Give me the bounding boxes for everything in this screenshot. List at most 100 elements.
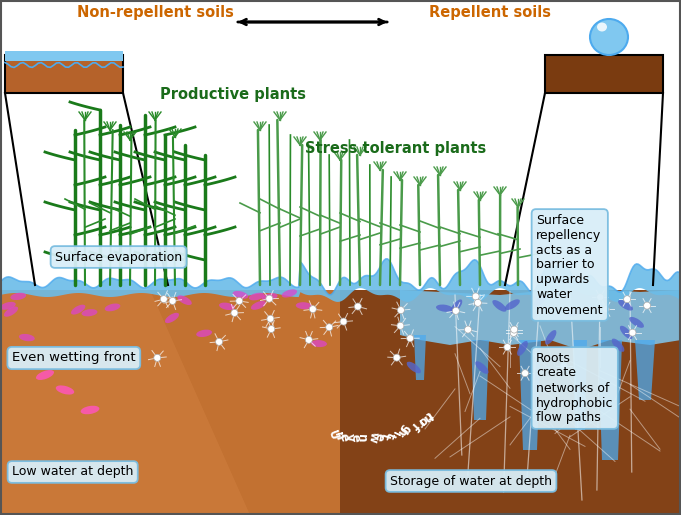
Text: Repellent soils: Repellent soils — [429, 6, 551, 21]
Ellipse shape — [19, 334, 35, 341]
Text: e: e — [349, 434, 362, 442]
Ellipse shape — [590, 19, 628, 55]
Circle shape — [624, 296, 631, 303]
Circle shape — [597, 294, 604, 301]
Ellipse shape — [517, 341, 528, 356]
Text: t: t — [377, 431, 392, 440]
Ellipse shape — [82, 309, 97, 316]
Circle shape — [160, 296, 168, 303]
Circle shape — [231, 310, 238, 316]
Circle shape — [397, 322, 404, 329]
Ellipse shape — [565, 309, 582, 317]
Text: n: n — [355, 434, 368, 442]
Ellipse shape — [407, 362, 421, 373]
Text: Surface
repellency
acts as a
barrier to
upwards
water
movement: Surface repellency acts as a barrier to … — [536, 214, 603, 317]
Circle shape — [504, 344, 511, 351]
Ellipse shape — [0, 302, 16, 310]
Text: Even wetting front: Even wetting front — [12, 352, 136, 365]
Circle shape — [216, 338, 223, 346]
Circle shape — [154, 354, 161, 362]
Circle shape — [464, 326, 471, 333]
Circle shape — [629, 329, 636, 336]
Circle shape — [511, 326, 518, 333]
Text: f: f — [408, 419, 422, 432]
Text: w: w — [366, 431, 381, 444]
Ellipse shape — [612, 338, 624, 352]
Ellipse shape — [629, 317, 644, 328]
Circle shape — [644, 302, 650, 309]
Ellipse shape — [545, 330, 556, 345]
Circle shape — [510, 330, 517, 336]
Text: t: t — [424, 407, 435, 421]
Polygon shape — [414, 335, 426, 380]
Ellipse shape — [282, 289, 297, 298]
Polygon shape — [573, 340, 587, 430]
Polygon shape — [471, 340, 489, 420]
Circle shape — [169, 297, 176, 304]
Ellipse shape — [233, 291, 249, 299]
Circle shape — [266, 295, 273, 302]
Bar — [5, 55, 123, 93]
Circle shape — [522, 370, 528, 377]
Ellipse shape — [597, 23, 607, 31]
Ellipse shape — [219, 303, 235, 310]
Ellipse shape — [296, 302, 312, 309]
Ellipse shape — [475, 361, 488, 374]
Bar — [5, 51, 123, 61]
Text: i: i — [389, 428, 402, 438]
Text: n: n — [331, 431, 346, 442]
Circle shape — [407, 335, 413, 342]
Ellipse shape — [80, 406, 99, 414]
Ellipse shape — [262, 293, 278, 301]
Text: Non-repellent soils: Non-repellent soils — [76, 6, 234, 21]
Circle shape — [393, 354, 400, 361]
Text: Productive plants: Productive plants — [160, 88, 306, 102]
Circle shape — [398, 306, 405, 314]
Circle shape — [472, 293, 479, 300]
Circle shape — [560, 363, 567, 370]
Ellipse shape — [311, 340, 327, 347]
Polygon shape — [0, 290, 250, 515]
Circle shape — [602, 306, 609, 313]
Polygon shape — [340, 290, 681, 515]
Text: Surface evaporation: Surface evaporation — [55, 250, 182, 264]
Circle shape — [475, 299, 481, 306]
Bar — [0, 290, 681, 515]
Polygon shape — [0, 259, 681, 302]
Text: g: g — [398, 422, 413, 437]
Ellipse shape — [249, 293, 264, 300]
Text: Low water at depth: Low water at depth — [12, 466, 133, 478]
Bar — [545, 55, 663, 93]
Text: U: U — [325, 428, 340, 442]
Circle shape — [305, 336, 313, 344]
Ellipse shape — [251, 301, 266, 310]
Circle shape — [354, 303, 362, 310]
Circle shape — [340, 318, 347, 325]
Polygon shape — [635, 340, 655, 400]
Ellipse shape — [533, 294, 547, 306]
Text: e: e — [337, 432, 351, 442]
Circle shape — [236, 298, 242, 304]
Text: n: n — [419, 409, 433, 425]
Ellipse shape — [196, 330, 212, 337]
Text: Storage of water at depth: Storage of water at depth — [390, 474, 552, 488]
Text: Stress tolerant plants: Stress tolerant plants — [305, 141, 486, 156]
Text: r: r — [412, 416, 426, 430]
Ellipse shape — [36, 370, 54, 380]
Ellipse shape — [4, 306, 18, 317]
Circle shape — [309, 305, 317, 313]
Ellipse shape — [620, 326, 633, 339]
Ellipse shape — [436, 304, 453, 312]
Ellipse shape — [10, 293, 26, 300]
Ellipse shape — [505, 299, 520, 310]
Text: Roots
create
networks of
hydrophobic
flow paths: Roots create networks of hydrophobic flo… — [536, 352, 614, 424]
Ellipse shape — [71, 305, 85, 315]
Polygon shape — [0, 290, 340, 515]
Polygon shape — [400, 288, 681, 350]
Text: n: n — [393, 424, 409, 438]
Ellipse shape — [492, 300, 507, 312]
Ellipse shape — [165, 313, 179, 323]
Circle shape — [326, 324, 333, 331]
Ellipse shape — [105, 303, 121, 311]
Polygon shape — [519, 340, 541, 450]
